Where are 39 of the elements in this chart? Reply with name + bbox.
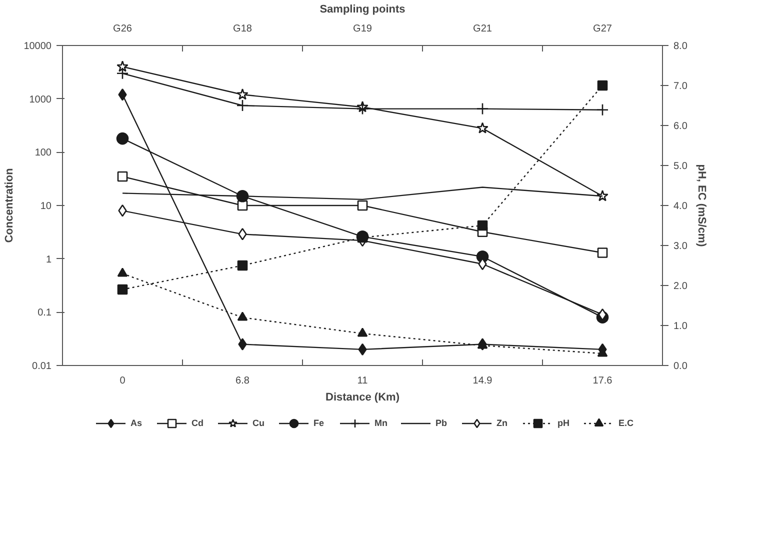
y-tick-label: 1000: [29, 94, 52, 106]
x-tick-label: 6.8: [236, 376, 250, 386]
y2-tick-label: 0.0: [674, 361, 688, 372]
y2-tick-label: 1.0: [674, 321, 688, 332]
y2-tick-label: 3.0: [674, 241, 688, 252]
text: G18: [233, 24, 252, 34]
text: G26: [113, 24, 132, 34]
y2-axis-title: pH, EC (mS/cm): [695, 164, 708, 248]
text: G19: [353, 24, 372, 34]
y-axis-title: Concentration: [4, 168, 16, 243]
legend-label: Mn: [374, 418, 388, 428]
y-tick-label: 10: [40, 201, 52, 212]
y-tick-label: 0.1: [38, 308, 52, 319]
y2-tick-label: 6.0: [674, 121, 688, 132]
x-tick-label: 11: [357, 376, 368, 386]
y-tick-label: 10000: [24, 41, 52, 52]
y2-tick-label: 2.0: [674, 281, 688, 292]
text: G21: [473, 24, 492, 34]
legend-label: Fe: [314, 418, 326, 428]
y-tick-label: 0.01: [32, 361, 52, 372]
legend-label: Pb: [436, 418, 448, 428]
legend-label: E.C: [618, 418, 635, 428]
x2-axis-title: Sampling points: [320, 4, 406, 16]
y2-tick-label: 4.0: [674, 201, 688, 212]
y-tick-label: 1: [46, 254, 52, 266]
legend-label: pH: [558, 418, 570, 428]
x-tick-label: 14.9: [472, 376, 493, 386]
y2-tick-label: 7.0: [674, 81, 688, 92]
x-axis-title: Distance (Km): [326, 392, 400, 404]
y-tick-label: 100: [34, 148, 52, 159]
legend-label: As: [130, 418, 144, 428]
y2-tick-label: 8.0: [674, 41, 688, 52]
x-tick-label: 17.6: [592, 376, 613, 386]
x-tick-label: 0: [120, 376, 126, 386]
y2-tick-label: 5.0: [674, 161, 688, 172]
text: G27: [593, 24, 612, 34]
legend-label: Cu: [252, 418, 266, 428]
legend-label: Cd: [192, 418, 204, 428]
legend-label: Zn: [496, 418, 508, 428]
